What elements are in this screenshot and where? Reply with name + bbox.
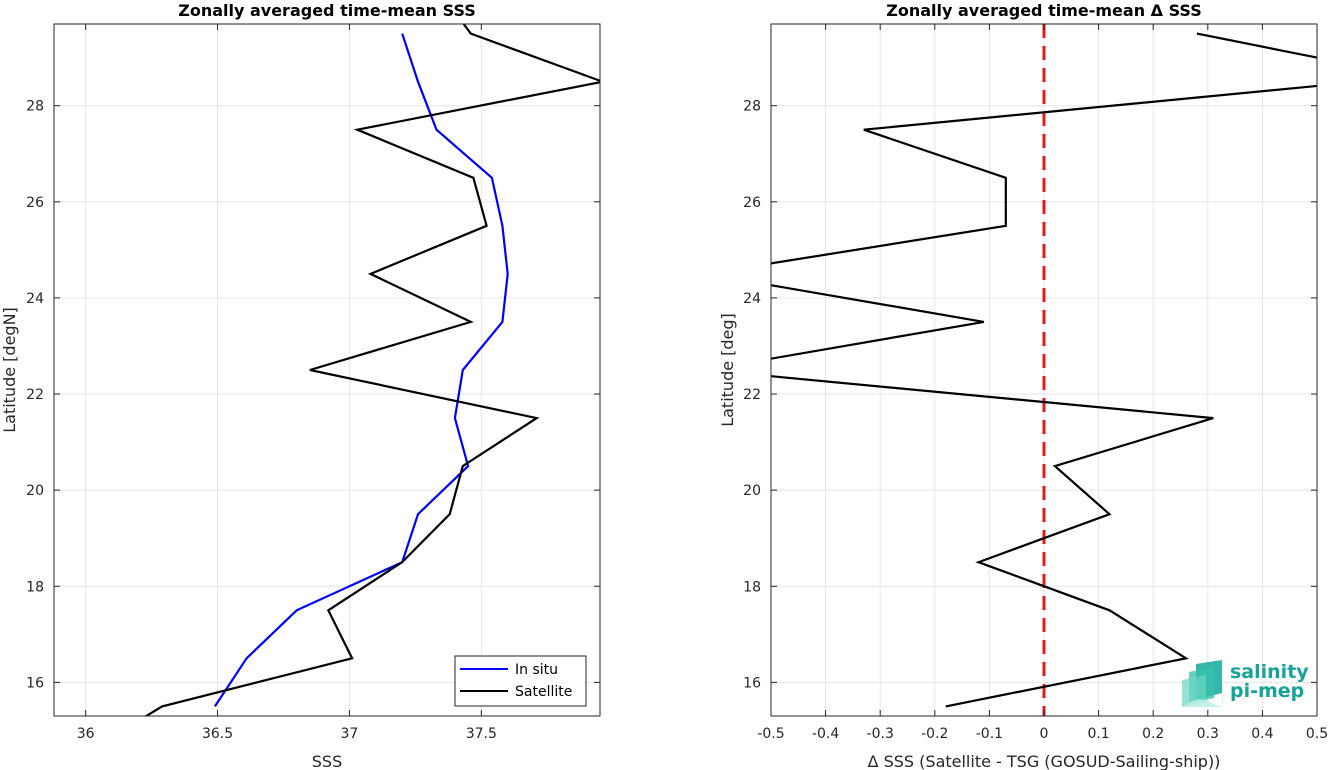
left-ylabel: Latitude [degN] — [0, 307, 19, 433]
right-chart: -0.5 -0.4 -0.3 -0.2 -0.1 0 0.1 0.2 0.3 0.4 0.5 16 18… — [718, 1, 1328, 770]
left-xlabel: SSS — [312, 752, 342, 770]
right-y-tick-label: 22 — [743, 387, 761, 403]
left-x-tick-label: 37.5 — [466, 726, 497, 742]
right-series-line-delta-sss — [771, 32, 1317, 708]
left-title: Zonally averaged time-mean SSS — [178, 1, 476, 20]
right-title: Zonally averaged time-mean Δ SSS — [886, 1, 1202, 20]
left-chart: 36 36.5 37 37.5 16 18 20 22 24 26 28 Zonally avera… — [0, 1, 601, 770]
left-y-tick-label: 18 — [26, 579, 44, 595]
left-y-tick-label: 22 — [26, 387, 44, 403]
legend-label-satellite: Satellite — [515, 684, 572, 700]
left-lines — [144, 24, 600, 716]
left-series-line-satellite — [144, 24, 600, 716]
left-plot-area — [54, 24, 600, 716]
right-x-tick-label: -0.2 — [921, 726, 948, 742]
right-x-tick-label: -0.3 — [867, 726, 894, 742]
left-series-line-in-situ — [213, 33, 509, 708]
right-y-tick-label: 28 — [743, 99, 761, 115]
left-y-tick-label: 24 — [26, 291, 44, 307]
right-x-tick-label: 0.3 — [1197, 726, 1219, 742]
left-x-tick-label: 37 — [341, 726, 359, 742]
logo-wave-icon — [1182, 660, 1223, 707]
left-x-tick-label: 36 — [77, 726, 95, 742]
left-y-tick-label: 28 — [26, 99, 44, 115]
right-ylabel: Latitude [deg] — [718, 313, 737, 427]
right-y-tick-label: 26 — [743, 195, 761, 211]
left-y-tick-label: 16 — [26, 675, 44, 691]
right-x-tick-label: 0.2 — [1142, 726, 1164, 742]
left-y-tick-label: 26 — [26, 195, 44, 211]
legend-box — [454, 655, 587, 707]
right-x-tick-label: -0.5 — [757, 726, 784, 742]
right-y-tick-label: 18 — [743, 579, 761, 595]
right-ticks: -0.5 -0.4 -0.3 -0.2 -0.1 0 0.1 0.2 0.3 0.4 0.5 16 18… — [743, 24, 1328, 742]
salinity-pi-mep-logo: salinity pi-mep — [1182, 660, 1309, 707]
right-x-tick-label: -0.4 — [812, 726, 839, 742]
right-lines — [771, 24, 1317, 716]
left-y-tick-label: 20 — [26, 483, 44, 499]
logo-text-line1: salinity — [1230, 661, 1309, 683]
right-x-tick-label: 0.5 — [1306, 726, 1328, 742]
right-x-tick-label: 0.4 — [1251, 726, 1273, 742]
right-x-tick-label: 0 — [1040, 726, 1049, 742]
right-y-tick-label: 20 — [743, 483, 761, 499]
left-grid — [54, 24, 600, 716]
legend-label-in-situ: In situ — [515, 662, 558, 678]
right-x-tick-label: 0.1 — [1087, 726, 1109, 742]
right-xlabel: Δ SSS (Satellite - TSG (GOSUD-Sailing-sh… — [868, 752, 1221, 770]
left-ticks: 36 36.5 37 37.5 16 18 20 22 24 26 28 — [26, 24, 600, 742]
right-y-tick-label: 24 — [743, 291, 761, 307]
left-axes-box — [53, 23, 601, 717]
left-x-tick-label: 36.5 — [202, 726, 233, 742]
legend: In situ Satellite — [454, 655, 587, 707]
logo-text-line2: pi-mep — [1230, 680, 1304, 702]
right-y-tick-label: 16 — [743, 675, 761, 691]
right-x-tick-label: -0.1 — [976, 726, 1003, 742]
